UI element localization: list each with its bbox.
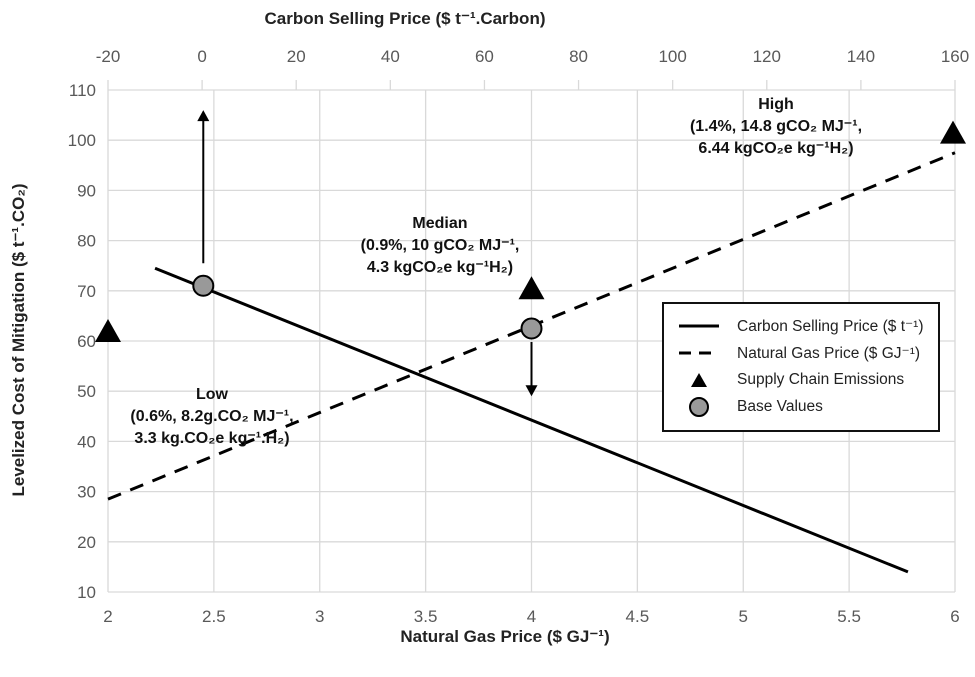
y-tick-label: 20	[77, 533, 96, 552]
x-bottom-tick-label: 2	[103, 607, 112, 626]
annotation-median-title: Median	[412, 215, 468, 232]
y-tick-label: 100	[68, 131, 96, 150]
y-tick-label: 70	[77, 282, 96, 301]
x-bottom-tick-label: 3	[315, 607, 324, 626]
x-top-tick-label: 40	[381, 47, 400, 66]
circle-icon	[674, 397, 724, 417]
annotation-median: Median (0.9%, 10 gCO₂ MJ⁻¹, 4.3 kgCO₂e k…	[361, 213, 520, 279]
annotation-high-line2: 6.44 kgCO₂e kg⁻¹H₂)	[698, 140, 854, 157]
supply-chain-triangle	[518, 276, 545, 300]
x-bottom-tick-label: 6	[950, 607, 959, 626]
solid-line-icon	[674, 316, 724, 336]
legend-label: Carbon Selling Price ($ t⁻¹)	[737, 317, 924, 335]
x-bottom-tick-label: 3.5	[414, 607, 438, 626]
annotation-low-line1: (0.6%, 8.2g.CO₂ MJ⁻¹,	[130, 408, 294, 425]
annotation-median-line1: (0.9%, 10 gCO₂ MJ⁻¹,	[360, 237, 520, 254]
x-top-tick-label: 80	[569, 47, 588, 66]
x-top-tick-label: 140	[847, 47, 875, 66]
x-bottom-tick-label: 5.5	[837, 607, 861, 626]
annotation-low: Low (0.6%, 8.2g.CO₂ MJ⁻¹, 3.3 kg.CO₂e kg…	[130, 384, 293, 450]
x-top-tick-label: 0	[197, 47, 206, 66]
bottom-axis-title: Natural Gas Price ($ GJ⁻¹)	[400, 627, 609, 646]
annotation-low-title: Low	[196, 386, 228, 403]
y-tick-label: 60	[77, 332, 96, 351]
y-tick-label: 90	[77, 181, 96, 200]
x-top-tick-label: 120	[753, 47, 781, 66]
legend-item-supply-chain: Supply Chain Emissions	[674, 368, 904, 392]
x-top-tick-label: 160	[941, 47, 969, 66]
base-value-point	[192, 274, 215, 297]
annotation-median-line2: 4.3 kgCO₂e kg⁻¹H₂)	[366, 259, 514, 276]
y-tick-label: 30	[77, 483, 96, 502]
x-bottom-tick-label: 5	[739, 607, 748, 626]
annotation-high-title: High	[758, 96, 794, 113]
series-marks	[95, 110, 966, 574]
y-tick-label: 10	[77, 583, 96, 602]
legend-item-base-values: Base Values	[674, 395, 823, 419]
y-tick-label: 110	[69, 81, 96, 100]
annotation-high-line1: (1.4%, 14.8 gCO₂ MJ⁻¹,	[689, 118, 863, 135]
arrow-head	[197, 110, 210, 122]
carbon-price-line	[154, 266, 909, 574]
y-tick-label: 80	[77, 232, 96, 251]
annotation-low-line2: 3.3 kg.CO₂e kg⁻¹.H₂)	[134, 430, 290, 447]
x-top-tick-label: -20	[96, 47, 121, 66]
dashed-line-icon	[674, 343, 724, 363]
x-bottom-tick-label: 4.5	[626, 607, 650, 626]
x-top-tick-label: 100	[658, 47, 686, 66]
triangle-icon	[674, 370, 724, 390]
x-top-tick-label: 60	[475, 47, 494, 66]
x-bottom-tick-label: 2.5	[202, 607, 226, 626]
legend-item-carbon-price: Carbon Selling Price ($ t⁻¹)	[674, 314, 924, 338]
legend-item-gas-price: Natural Gas Price ($ GJ⁻¹)	[674, 341, 920, 365]
y-tick-label: 40	[77, 432, 96, 451]
base-value-point	[520, 317, 543, 340]
annotation-high: High (1.4%, 14.8 gCO₂ MJ⁻¹, 6.44 kgCO₂e …	[690, 94, 862, 160]
supply-chain-triangle	[95, 318, 121, 342]
supply-chain-triangle	[940, 120, 966, 144]
legend: Carbon Selling Price ($ t⁻¹) Natural Gas…	[662, 302, 940, 432]
y-tick-label: 50	[77, 382, 96, 401]
legend-label: Supply Chain Emissions	[737, 371, 905, 388]
top-axis-title: Carbon Selling Price ($ t⁻¹.Carbon)	[264, 9, 545, 28]
legend-label: Natural Gas Price ($ GJ⁻¹)	[737, 344, 921, 362]
y-axis-title: Levelized Cost of Mitigation ($ t⁻¹.CO₂)	[9, 183, 28, 496]
x-top-tick-label: 20	[287, 47, 306, 66]
legend-label: Base Values	[737, 398, 823, 415]
arrow-head	[525, 385, 538, 397]
x-bottom-tick-label: 4	[527, 607, 536, 626]
